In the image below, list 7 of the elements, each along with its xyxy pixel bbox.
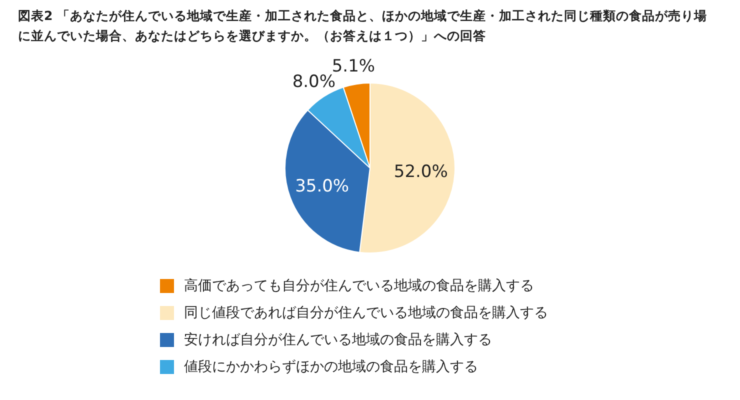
data-label: 35.0% [295, 176, 350, 196]
legend-label: 安ければ自分が住んでいる地域の食品を購入する [184, 330, 492, 348]
legend-label: 同じ値段であれば自分が住んでいる地域の食品を購入する [184, 304, 548, 322]
data-label: 52.0% [394, 162, 448, 182]
legend-label: 値段にかかわらずほかの地域の食品を購入する [184, 358, 478, 376]
chart-title: 図表2 「あなたが住んでいる地域で生産・加工された食品と、ほかの地域で生産・加工された同じ種類の食品が売り場に並んでいた場合、あなたはどちらを選びますか。（お答えは１つ）」への回答 [18, 7, 708, 45]
legend-label: 高価であっても自分が住んでいる地域の食品を購入する [184, 276, 534, 294]
